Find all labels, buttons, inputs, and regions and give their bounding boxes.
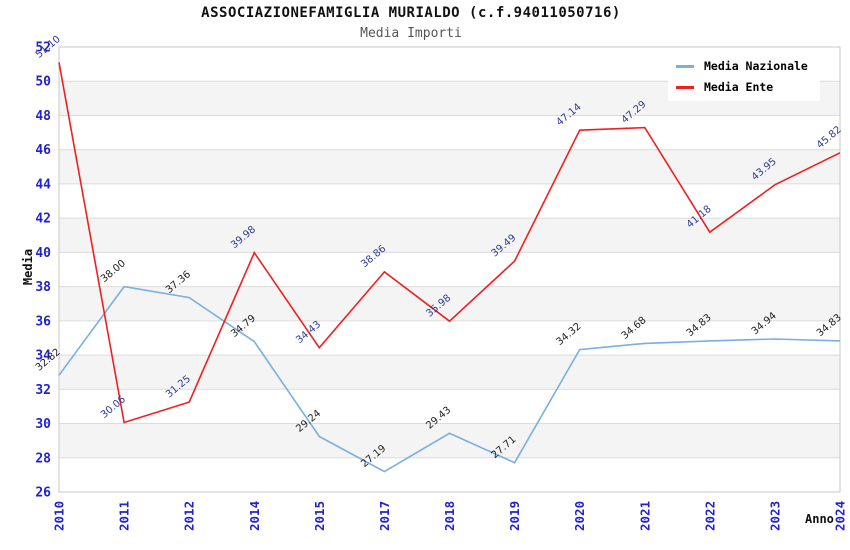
svg-text:40: 40	[35, 246, 51, 261]
svg-text:2024: 2024	[833, 501, 848, 531]
svg-text:38: 38	[35, 280, 51, 295]
plot-border	[58, 46, 841, 493]
legend-swatch-media-nazionale	[676, 64, 694, 68]
svg-text:2023: 2023	[767, 501, 782, 531]
svg-text:2018: 2018	[442, 501, 457, 531]
svg-text:50: 50	[35, 75, 51, 90]
svg-text:44: 44	[35, 177, 51, 192]
legend: Media Nazionale Media Ente	[668, 54, 820, 101]
svg-text:2014: 2014	[247, 501, 262, 531]
svg-text:34.43: 34.43	[294, 319, 323, 346]
svg-text:2015: 2015	[312, 501, 327, 531]
svg-text:2012: 2012	[182, 501, 197, 531]
svg-text:34: 34	[35, 349, 51, 364]
series-line-media-nazionale	[58, 285, 841, 473]
svg-text:38.00: 38.00	[99, 258, 128, 285]
svg-text:2020: 2020	[572, 501, 587, 531]
svg-text:2021: 2021	[637, 501, 652, 531]
legend-swatch-media-ente	[676, 85, 694, 89]
legend-label-media-ente: Media Ente	[704, 80, 774, 94]
svg-text:2022: 2022	[702, 501, 717, 531]
y-axis-title: Media	[21, 248, 35, 286]
grid-bands	[59, 81, 840, 458]
svg-text:32: 32	[35, 383, 51, 398]
series-line-media-ente	[58, 62, 841, 424]
legend-label-media-nazionale: Media Nazionale	[704, 59, 808, 73]
svg-text:2011: 2011	[117, 501, 132, 531]
svg-text:48: 48	[35, 109, 51, 124]
svg-text:30: 30	[35, 417, 51, 432]
chart-title: ASSOCIAZIONEFAMIGLIA MURIALDO (c.f.94011…	[201, 5, 621, 21]
svg-text:2017: 2017	[377, 501, 392, 531]
y-tick-labels: 26 28 30 32 34 36 38 40 42 44 46 48 50 52	[35, 41, 51, 501]
svg-text:28: 28	[35, 451, 51, 466]
svg-text:2010: 2010	[52, 501, 67, 531]
x-tick-labels: 2010 2011 2012 2014 2015 2017 2018 2019 2020 2021…	[52, 501, 848, 531]
svg-text:52: 52	[35, 41, 51, 56]
svg-text:46: 46	[35, 143, 51, 158]
svg-text:34.32: 34.32	[555, 321, 584, 348]
svg-text:42: 42	[35, 212, 51, 227]
legend-item-media-ente: Media Ente	[676, 80, 820, 94]
x-axis-title: Anno	[805, 512, 834, 526]
svg-text:26: 26	[35, 486, 51, 501]
legend-item-media-nazionale: Media Nazionale	[676, 59, 820, 73]
svg-text:2019: 2019	[507, 501, 522, 531]
svg-text:36: 36	[35, 314, 51, 329]
chart-subtitle: Media Importi	[360, 26, 462, 41]
